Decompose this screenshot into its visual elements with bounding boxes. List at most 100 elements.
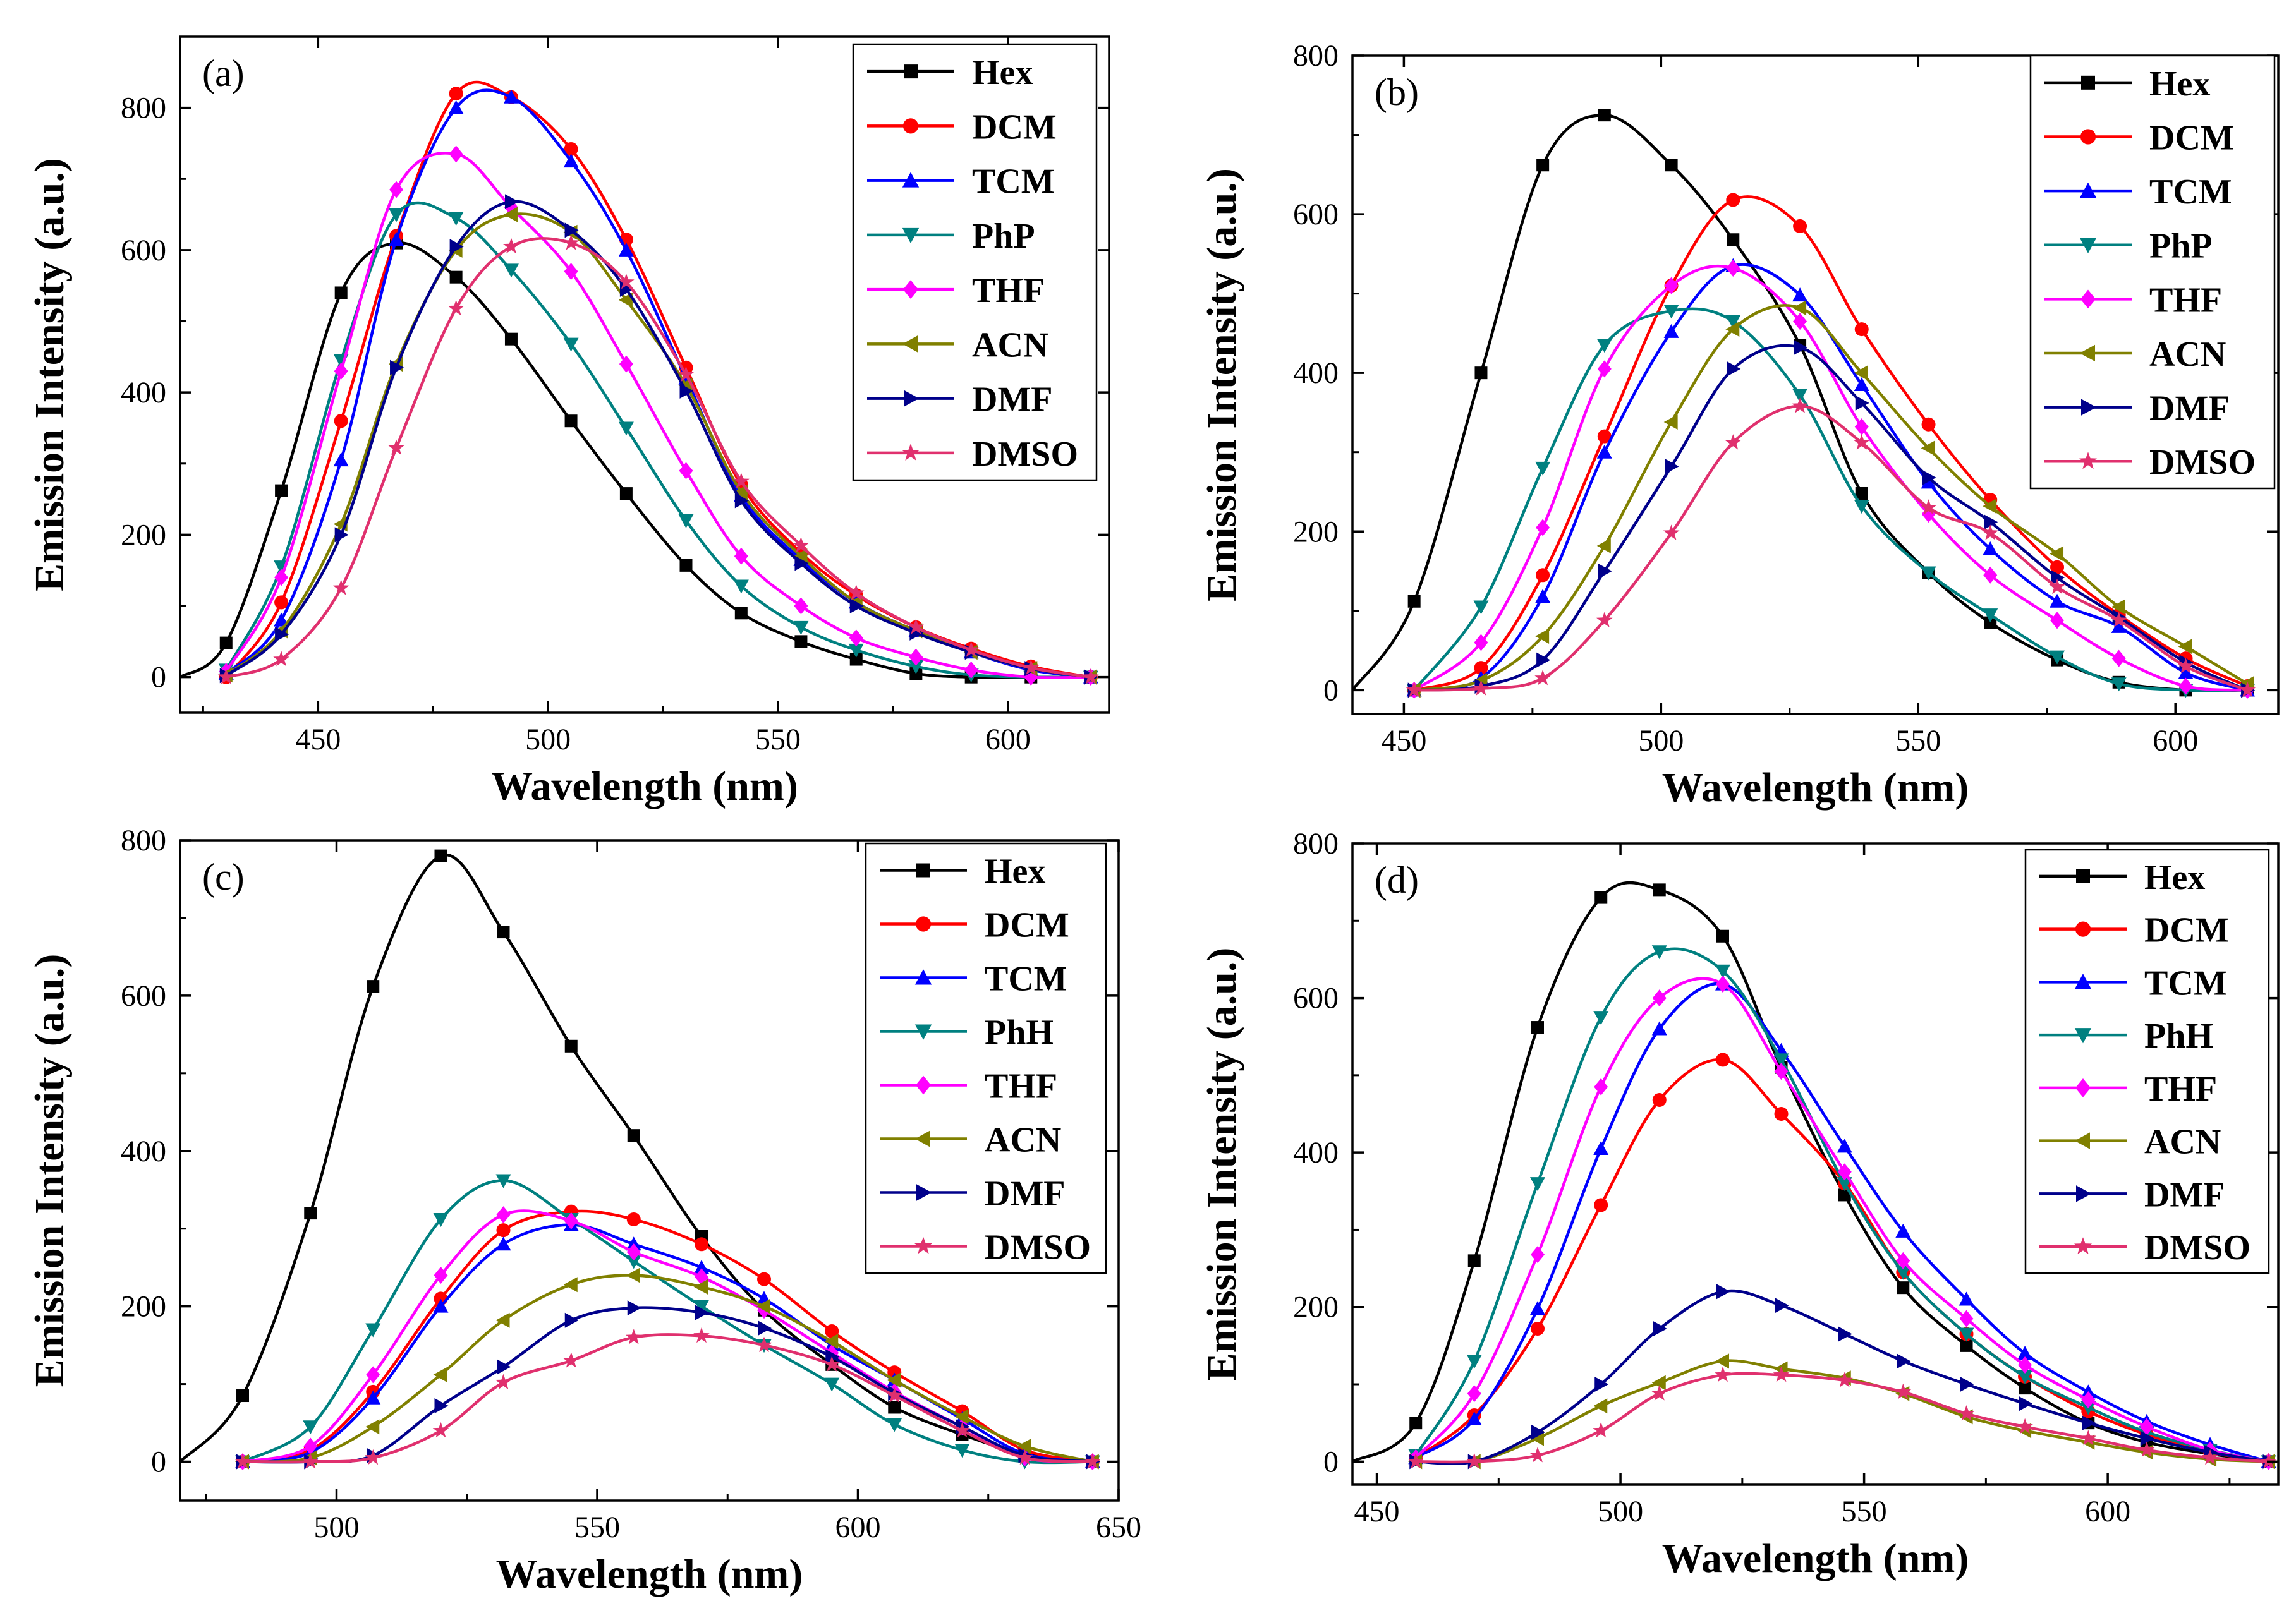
data-point-tcm bbox=[1792, 287, 1808, 302]
data-point-dmso bbox=[365, 1449, 382, 1465]
data-point-thf bbox=[1652, 989, 1667, 1007]
legend-item-thf: THF bbox=[867, 271, 1045, 310]
y-axis-title: Emission Intensity (a.u.) bbox=[27, 158, 73, 591]
data-point-phh bbox=[1959, 1327, 1974, 1342]
data-point-dmso bbox=[1407, 1453, 1424, 1469]
data-point-tcm bbox=[1837, 1139, 1852, 1153]
data-point-dmso bbox=[2017, 1418, 2033, 1434]
legend-label: ACN bbox=[985, 1121, 1061, 1160]
legend-marker bbox=[914, 1236, 933, 1254]
data-point-dcm bbox=[334, 414, 348, 428]
x-tick-label: 450 bbox=[295, 723, 341, 756]
legend-item-dcm: DCM bbox=[2044, 118, 2234, 157]
data-point-dmf bbox=[1897, 1353, 1911, 1369]
data-point-dmso bbox=[503, 238, 519, 254]
series-line-dmf bbox=[1414, 344, 2249, 692]
legend-marker bbox=[902, 118, 919, 134]
y-tick-label: 0 bbox=[1323, 1445, 1339, 1478]
data-point-thf bbox=[1896, 1252, 1910, 1269]
data-point-thf bbox=[794, 597, 808, 615]
legend-marker bbox=[914, 1130, 930, 1147]
legend: Hex DCM TCM PhH THF ACN DMF DMSO bbox=[865, 842, 1107, 1274]
data-point-dmso bbox=[693, 1327, 710, 1343]
data-point-acn bbox=[694, 1279, 708, 1295]
data-point-php bbox=[1854, 500, 1869, 514]
legend-item-tcm: TCM bbox=[880, 960, 1067, 999]
data-point-thf bbox=[1716, 976, 1730, 993]
data-point-dcm bbox=[1921, 417, 1936, 432]
data-point-dmso bbox=[1895, 1383, 1912, 1399]
data-point-thf bbox=[1726, 259, 1740, 277]
data-point-dcm bbox=[1536, 568, 1550, 583]
data-point-dmso bbox=[1083, 668, 1099, 684]
x-tick-label: 600 bbox=[985, 723, 1031, 756]
legend-label: Hex bbox=[2149, 64, 2210, 104]
data-point-acn bbox=[1725, 322, 1740, 337]
data-point-dmso bbox=[1836, 1372, 1853, 1387]
legend-label: PhP bbox=[972, 217, 1035, 256]
data-point-dmso bbox=[2239, 681, 2256, 698]
legend-marker bbox=[902, 335, 918, 353]
legend-box bbox=[852, 43, 1098, 481]
data-point-dcm bbox=[626, 1212, 641, 1226]
series-line-tcm bbox=[1414, 263, 2248, 692]
data-point-hex bbox=[1536, 159, 1550, 172]
data-point-dmso bbox=[1715, 1366, 1731, 1382]
data-point-hex bbox=[1665, 159, 1678, 172]
y-tick-label: 400 bbox=[121, 376, 166, 409]
y-tick-label: 800 bbox=[1293, 827, 1339, 861]
x-tick-label: 550 bbox=[1842, 1495, 1887, 1528]
data-point-dmf bbox=[275, 627, 289, 643]
data-point-acn bbox=[2111, 599, 2125, 615]
legend-label: DMF bbox=[2144, 1175, 2225, 1214]
data-point-dmso bbox=[1473, 680, 1490, 696]
legend-item-acn: ACN bbox=[2039, 1123, 2221, 1162]
y-tick-label: 600 bbox=[121, 234, 166, 267]
data-point-dmso bbox=[1534, 670, 1551, 686]
legend-marker bbox=[2081, 399, 2097, 416]
data-point-dmf bbox=[1855, 395, 1869, 411]
data-point-tcm bbox=[365, 1390, 381, 1405]
legend-label: PhH bbox=[985, 1013, 1054, 1053]
y-tick-label: 0 bbox=[151, 1446, 166, 1479]
x-tick-label: 550 bbox=[574, 1511, 620, 1544]
data-point-acn bbox=[1854, 365, 1868, 381]
data-point-dmso bbox=[1725, 434, 1742, 450]
x-tick-label: 500 bbox=[525, 723, 571, 756]
plot-frame bbox=[179, 35, 1110, 714]
data-point-dmf bbox=[794, 555, 809, 571]
data-point-dmso bbox=[273, 651, 289, 667]
data-point-dmso bbox=[847, 584, 865, 600]
legend-marker bbox=[2074, 1028, 2092, 1044]
x-axis-title: Wavelength (nm) bbox=[1662, 1535, 1969, 1581]
data-point-dmso bbox=[447, 299, 465, 316]
legend-label: THF bbox=[2144, 1070, 2217, 1109]
legend-label: DCM bbox=[2144, 911, 2229, 950]
panel-label: (d) bbox=[1375, 859, 1419, 901]
data-point-thf bbox=[496, 1206, 511, 1224]
data-point-dmf bbox=[1984, 514, 1998, 530]
data-point-phh bbox=[954, 1444, 970, 1458]
data-point-tcm bbox=[503, 89, 519, 104]
legend-label: TCM bbox=[2144, 964, 2227, 1003]
data-point-dmf bbox=[564, 222, 579, 238]
legend-label: DMF bbox=[2149, 389, 2230, 428]
data-point-tcm bbox=[2178, 665, 2194, 679]
legend-label: ACN bbox=[972, 325, 1048, 365]
legend-marker bbox=[2075, 921, 2091, 937]
data-point-php bbox=[2050, 650, 2065, 665]
legend-marker bbox=[901, 444, 920, 461]
data-point-hex bbox=[1594, 891, 1608, 904]
legend-label: DMSO bbox=[2149, 443, 2256, 482]
chart-panel-2: 450 500 550 600 0 200 400 600 800 Wavelength (nm)… bbox=[1199, 39, 2280, 811]
legend-box bbox=[2029, 54, 2276, 490]
legend-box bbox=[865, 842, 1107, 1274]
data-point-dmf bbox=[758, 1320, 772, 1336]
y-tick-label: 200 bbox=[121, 1290, 166, 1324]
data-point-dmso bbox=[2177, 658, 2194, 674]
data-point-dmf bbox=[497, 1359, 511, 1375]
x-tick-label: 600 bbox=[835, 1511, 881, 1544]
x-tick-label: 550 bbox=[755, 723, 801, 756]
data-point-acn bbox=[2050, 546, 2064, 562]
